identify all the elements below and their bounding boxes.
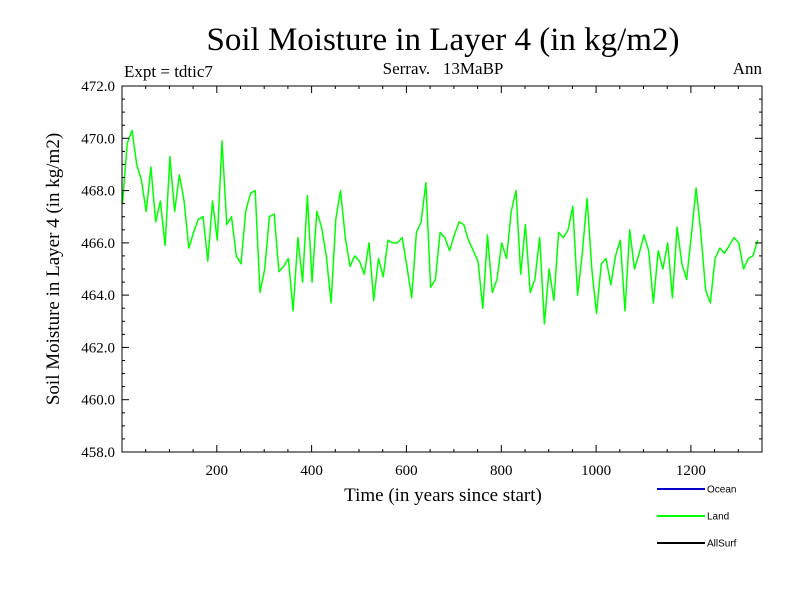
- x-tick-label: 200: [206, 463, 229, 479]
- x-tick-label: 400: [300, 463, 323, 479]
- y-tick-label: 468.0: [81, 184, 115, 200]
- x-axis-title: Time (in years since start): [344, 485, 542, 506]
- x-tick-label: 1000: [581, 463, 611, 479]
- legend: Ocean Land AllSurf: [657, 485, 737, 550]
- y-tick-label: 466.0: [81, 236, 115, 252]
- series-line-land: [121, 129, 759, 325]
- legend-label-allsurf: AllSurf: [707, 539, 737, 550]
- x-tick-label: 1200: [676, 463, 706, 479]
- period-label: Serrav. 13MaBP: [383, 59, 504, 78]
- y-axis-title: Soil Moisture in Layer 4 (in kg/m2): [43, 133, 64, 405]
- plot-area: [121, 129, 759, 325]
- y-tick-label: 458.0: [81, 445, 115, 461]
- y-tick-label: 470.0: [81, 131, 115, 147]
- season-label: Ann: [733, 59, 763, 78]
- y-tick-label: 462.0: [81, 340, 115, 356]
- experiment-label: Expt = tdtic7: [124, 62, 213, 81]
- plot-frame: [121, 85, 763, 453]
- legend-label-ocean: Ocean: [707, 485, 736, 496]
- x-tick-label: 800: [490, 463, 513, 479]
- y-tick-label: 472.0: [81, 79, 115, 95]
- y-tick-label: 464.0: [81, 288, 115, 304]
- y-tick-label: 460.0: [81, 393, 115, 409]
- x-tick-label: 600: [395, 463, 418, 479]
- legend-label-land: Land: [707, 512, 729, 523]
- chart-title: Soil Moisture in Layer 4 (in kg/m2): [207, 22, 680, 58]
